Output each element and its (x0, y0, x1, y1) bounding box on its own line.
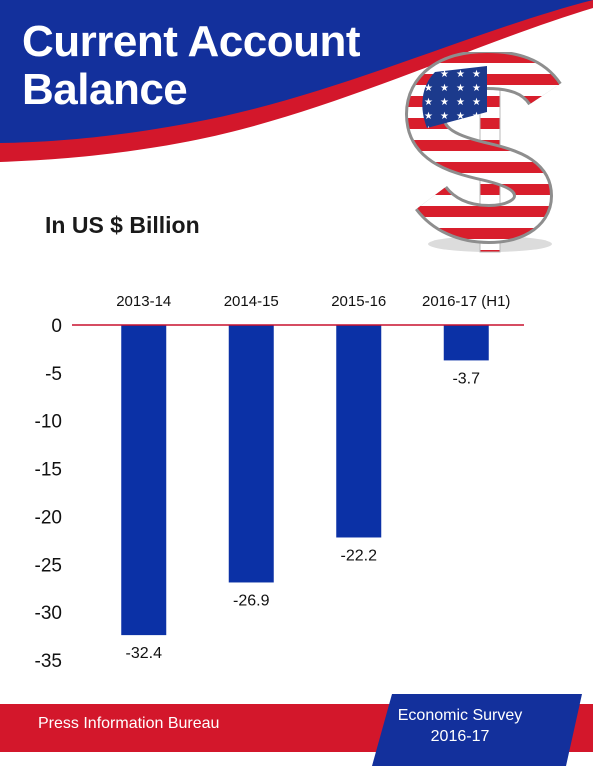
bar (121, 325, 167, 636)
x-axis: 2013-14 2014-15 2015-16 2016-17 (H1) (116, 293, 510, 310)
us-flag-dollar-sign-icon: ★ (405, 52, 562, 253)
y-axis: 0 -5 -10 -15 -20 -25 -30 -35 (35, 316, 62, 672)
data-label: -26.9 (233, 592, 270, 609)
bar (228, 325, 274, 583)
y-tick-label: -30 (35, 603, 62, 624)
unit-label: In US $ Billion (45, 212, 200, 238)
x-tick-label: 2016-17 (H1) (422, 293, 510, 310)
source-label: Economic Survey 2016-17 (380, 705, 540, 747)
footer-banner (0, 694, 593, 766)
data-label: -3.7 (452, 370, 480, 387)
data-label: -22.2 (341, 547, 378, 564)
y-tick-label: -25 (35, 555, 62, 576)
title-line-1: Current Account (22, 17, 361, 66)
title-line-2: Balance (22, 65, 188, 114)
x-tick-label: 2015-16 (331, 293, 386, 310)
bars (121, 325, 489, 636)
dollar-star-field (422, 66, 487, 128)
header-blue-panel (0, 0, 593, 143)
data-label: -32.4 (126, 645, 163, 662)
y-tick-label: -15 (35, 460, 62, 481)
y-tick-label: -5 (45, 364, 62, 385)
publisher-label: Press Information Bureau (38, 715, 220, 732)
chart-title: Current Account Balance (22, 17, 361, 114)
y-tick-label: 0 (51, 316, 62, 337)
header-banner (0, 0, 593, 162)
footer-blue-tab (372, 694, 582, 766)
source-line-1: Economic Survey (397, 707, 523, 724)
y-tick-label: -10 (35, 412, 62, 433)
bar-chart: 0 -5 -10 -15 -20 -25 -30 -35 2013-14 2014-15 2015… (35, 293, 524, 672)
bar (443, 325, 489, 361)
bar (336, 325, 382, 538)
source-line-2: 2016-17 (430, 728, 490, 745)
y-tick-label: -20 (35, 507, 62, 528)
x-tick-label: 2013-14 (116, 293, 171, 310)
y-tick-label: -35 (35, 651, 62, 672)
x-tick-label: 2014-15 (224, 293, 279, 310)
data-labels: -32.4 -26.9 -22.2 -3.7 (126, 370, 481, 662)
